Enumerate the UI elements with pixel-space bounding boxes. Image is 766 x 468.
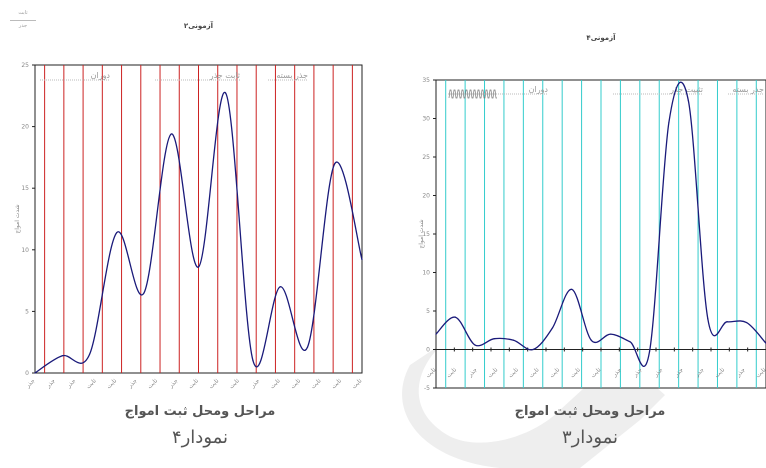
right-xtick-label: ثابت (755, 366, 766, 379)
chart-right-xcaption: مراحل ومحل ثبت امواج (514, 404, 666, 419)
left-xtick-label: ثابت (310, 377, 323, 390)
left-data-point (170, 133, 172, 135)
right-data-point (745, 321, 748, 324)
left-data-point (361, 259, 363, 261)
left-xtick-label: ثابت (269, 377, 282, 390)
left-xtick-label: ثابت (289, 377, 302, 390)
chart-left-caption: مراحل ومحل ثبت امواج نمودار۴ (90, 404, 310, 448)
right-data-point (551, 327, 554, 329)
left-xtick-label: جذر (24, 377, 37, 390)
right-ylabel: شدت امواج (418, 219, 425, 248)
right-data-point (493, 338, 495, 340)
left-data-point (334, 162, 336, 165)
left-xtick-label: ثابت (146, 377, 159, 390)
right-data-point (726, 321, 728, 323)
left-xtick-label: ثابت (228, 377, 241, 390)
right-data-point (629, 341, 631, 343)
right-data-point (707, 318, 709, 320)
left-xtick-label: جذر (249, 377, 262, 390)
left-title: آزمونی۲ (184, 21, 214, 30)
right-data-point (687, 100, 689, 102)
left-data-point (225, 92, 227, 94)
left-data-point (34, 372, 36, 374)
left-xtick-label: ثابت (208, 377, 221, 390)
left-ytick-label: 0 (25, 370, 29, 377)
left-data-point (306, 346, 309, 348)
right-ytick-label: 30 (422, 116, 430, 123)
left-xtick-label: ثابت (330, 377, 343, 390)
right-data-point (435, 333, 437, 335)
left-annotation: ثابت جذر (209, 71, 240, 80)
right-annotation: دوران (529, 85, 549, 94)
right-data-point (474, 344, 476, 346)
corner-legend-top: ثابت (18, 10, 28, 16)
left-ytick-label: 20 (21, 124, 29, 131)
right-data-point (532, 348, 534, 351)
chart-left-number-label: نمودار۴ (171, 427, 229, 448)
right-ytick-label: 15 (422, 231, 430, 238)
left-data-point (143, 292, 145, 294)
corner-legend-bottom: جذر (18, 23, 28, 29)
right-ytick-label: 20 (422, 193, 430, 200)
right-ytick-label: 35 (422, 77, 430, 84)
right-ytick-label: -5 (424, 385, 430, 392)
right-data-point (571, 288, 573, 291)
right-data-point (454, 316, 457, 318)
left-xtick-label: جذر (65, 377, 78, 390)
left-data-point (88, 353, 91, 356)
left-xtick-label: جذر (44, 377, 57, 390)
right-data-point (590, 339, 592, 341)
right-ytick-label: 25 (422, 154, 430, 161)
left-ylabel: شدت امواج (14, 204, 21, 233)
left-xtick-label: جذر (126, 377, 139, 390)
left-ytick-label: 5 (25, 308, 29, 315)
right-annotation-squiggle (448, 89, 497, 99)
left-ytick-label: 10 (21, 247, 29, 254)
chart-left-xcaption: مراحل ومحل ثبت امواج (124, 404, 276, 419)
corner-legend: ثابت جذر (10, 8, 36, 31)
right-data-point (513, 339, 515, 341)
left-xtick-label: ثابت (85, 377, 98, 390)
left-annotation: دوران (91, 71, 111, 80)
left-data-point (61, 355, 63, 357)
chart-right-caption: مراحل ومحل ثبت امواج نمودار۳ (480, 404, 700, 448)
left-xtick-label: ثابت (187, 377, 200, 390)
left-xtick-label: ثابت (105, 377, 118, 390)
left-xtick-label: ثابت (351, 377, 364, 390)
left-xtick-label: جذر (167, 377, 180, 390)
left-data-point (197, 266, 200, 268)
left-data-point (252, 360, 254, 362)
left-ytick-label: 15 (21, 185, 29, 192)
right-annotation: جذر بسته (732, 85, 764, 94)
left-series-line (34, 92, 363, 374)
left-ytick-label: 25 (21, 62, 29, 69)
right-ytick-label: 5 (426, 308, 430, 315)
left-data-point (279, 286, 281, 288)
right-data-point (610, 333, 612, 335)
right-ytick-label: 0 (426, 347, 430, 354)
corner-legend-rule (10, 20, 36, 21)
chart-left: آزمونی۲ 0 5 10 15 20 25 شدت امواج جذر جذر جذر ثابت ث… (14, 21, 364, 390)
right-data-point (648, 351, 651, 353)
watermark-shape (402, 325, 665, 468)
right-title: آزمونی۴ (586, 33, 616, 42)
left-annotation: جذر بسته (276, 71, 308, 80)
left-data-point (116, 231, 118, 234)
right-ytick-label: 10 (422, 270, 430, 277)
chart-right-number-label: نمودار۳ (561, 427, 619, 448)
right-data-point (668, 121, 670, 123)
